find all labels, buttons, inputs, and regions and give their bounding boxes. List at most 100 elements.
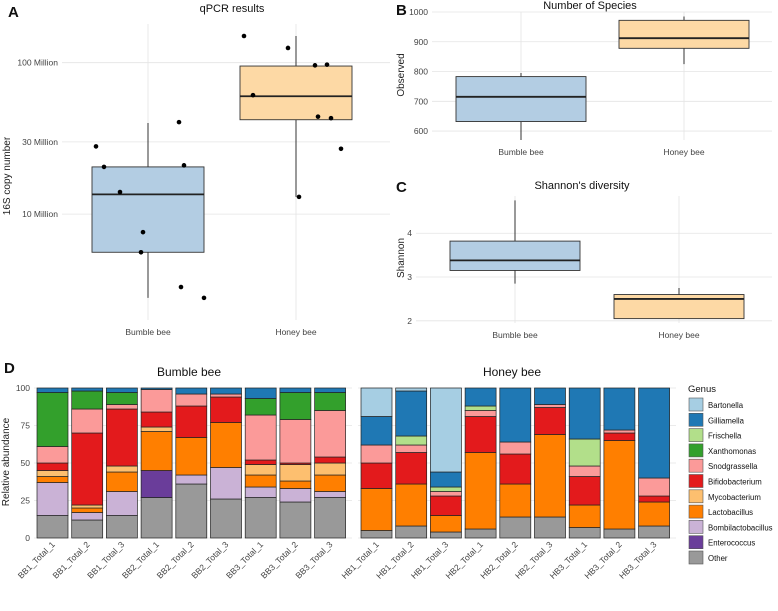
legend-swatch <box>688 412 704 427</box>
segment-gilliamella <box>36 387 69 393</box>
segment-lactobacillus <box>175 437 208 476</box>
bar-bb3-total-1 <box>244 387 277 539</box>
segment-snodgrassella <box>140 389 173 413</box>
segment-other <box>360 530 393 539</box>
segment-other <box>140 497 173 539</box>
segment-lactobacillus <box>603 440 636 530</box>
legend-label: Xanthomonas <box>708 447 756 456</box>
bar-hb3-total-1 <box>568 387 601 539</box>
legend-item-gilliamella: Gilliamella <box>688 412 745 427</box>
y-tick-label: 10 Million <box>22 209 58 219</box>
data-point <box>324 62 330 67</box>
segment-bartonella <box>395 387 428 392</box>
segment-snodgrassella <box>279 419 312 464</box>
data-point <box>338 146 344 152</box>
bar-hb2-total-2 <box>499 387 532 539</box>
legend-title: Genus <box>688 384 716 395</box>
segment-bifidobacterium <box>244 459 277 465</box>
legend-item-bombilactobacillus: Bombilactobacillus <box>688 520 773 534</box>
segment-bombilactobacillus <box>36 482 69 516</box>
panel-label-a: A <box>8 4 19 21</box>
panel-a-qpcr: A qPCR results 16S copy number 10 Millio… <box>2 3 390 337</box>
segment-bartonella <box>430 387 462 473</box>
y-tick-label: 100 Million <box>17 58 58 68</box>
box-iqr <box>91 166 205 253</box>
legend-item-frischella: Frischella <box>688 428 742 442</box>
y-tick-label: 25 <box>21 496 31 506</box>
segment-bombilactobacillus <box>279 488 312 503</box>
segment-gilliamella <box>395 390 428 437</box>
box-iqr <box>455 76 587 122</box>
segment-frischella <box>430 486 462 492</box>
segment-lactobacillus <box>244 474 277 488</box>
panel-d-abundance: D Bumble bee Honey bee Relative abundanc… <box>1 360 773 581</box>
segment-lactobacillus <box>638 501 670 527</box>
legend-label: Snodgrassella <box>708 462 758 471</box>
x-tick-label-honey-bee: Honey bee <box>658 330 699 340</box>
facet-title-honey-bee: Honey bee <box>483 365 541 379</box>
panel-c-boxes <box>449 200 745 320</box>
segment-lactobacillus <box>106 471 138 492</box>
segment-bombilactobacillus <box>106 491 138 516</box>
segment-gilliamella <box>430 471 462 488</box>
data-point <box>138 249 144 255</box>
bar-hb1-total-1 <box>360 387 393 539</box>
legend-label: Frischella <box>708 432 742 441</box>
legend-item-enterococcus: Enterococcus <box>688 535 755 550</box>
segment-bombilactobacillus <box>71 512 104 521</box>
segment-snodgrassella <box>314 410 346 458</box>
panel-b-y-ticks: 600 700 800 900 1000 <box>409 7 428 136</box>
bar-hb1-total-3 <box>430 387 462 539</box>
segment-mycobacterium <box>279 464 312 482</box>
segment-xanthomonas <box>244 398 277 416</box>
segment-lactobacillus <box>430 515 462 533</box>
segment-bifidobacterium <box>106 408 138 467</box>
y-tick-label: 3 <box>407 272 412 282</box>
segment-bombilactobacillus <box>210 467 242 500</box>
panel-c-title: Shannon's diversity <box>534 180 630 192</box>
segment-other <box>210 498 242 539</box>
segment-snodgrassella <box>534 404 566 408</box>
segment-xanthomonas <box>279 392 312 420</box>
segment-mycobacterium <box>106 465 138 473</box>
panel-b-x-ticks: Bumble bee Honey bee <box>498 147 705 157</box>
panel-b-species: B Number of Species Observed 600 700 800 90… <box>396 0 772 157</box>
segment-lactobacillus <box>36 476 69 483</box>
bar-hb3-total-2 <box>603 387 636 539</box>
segment-snodgrassella <box>360 444 393 464</box>
legend-label: Lactobacillus <box>708 508 753 517</box>
box-iqr <box>449 240 581 271</box>
segment-bifidobacterium <box>140 411 173 428</box>
segment-other <box>279 501 312 539</box>
data-point <box>296 194 302 200</box>
y-tick-label: 100 <box>16 383 30 393</box>
legend-label: Gilliamella <box>708 416 745 425</box>
segment-lactobacillus <box>71 507 104 513</box>
panel-d-ylabel: Relative abundance <box>1 417 12 506</box>
legend-swatch <box>688 520 704 534</box>
y-tick-label: 900 <box>414 37 428 47</box>
legend-label: Bartonella <box>708 401 744 410</box>
panel-label-b: B <box>396 2 407 19</box>
legend-swatch <box>688 458 704 473</box>
panel-a-y-ticks: 10 Million 30 Million 100 Million <box>17 58 58 219</box>
bar-bb1-total-3 <box>106 387 138 539</box>
facet-title-bumble-bee: Bumble bee <box>157 365 221 379</box>
y-tick-label: 50 <box>21 458 31 468</box>
legend-label: Bombilactobacillus <box>708 523 773 532</box>
segment-bifidobacterium <box>395 452 428 485</box>
legend-item-other: Other <box>688 550 728 565</box>
segment-bifidobacterium <box>499 453 532 485</box>
segment-bombilactobacillus <box>314 491 346 498</box>
segment-bifidobacterium <box>603 432 636 441</box>
segment-lactobacillus <box>360 488 393 531</box>
bar-bb1-total-1 <box>36 387 69 539</box>
segment-bifidobacterium <box>175 405 208 438</box>
segment-bartonella <box>360 387 393 417</box>
segment-other <box>175 483 208 539</box>
segment-frischella <box>395 435 428 446</box>
segment-lactobacillus <box>534 434 566 518</box>
segment-bifidobacterium <box>210 396 242 423</box>
bar-bb3-total-2 <box>279 387 312 539</box>
